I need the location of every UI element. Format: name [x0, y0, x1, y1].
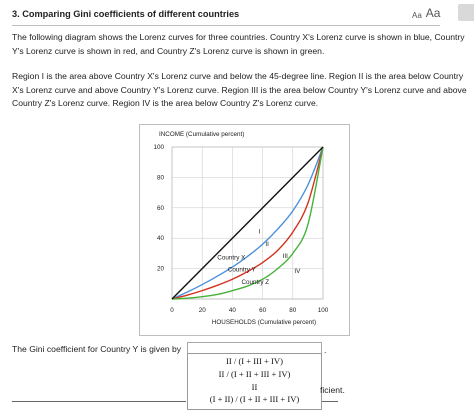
- country-z-curve: [171, 146, 324, 300]
- gini-option-3[interactable]: II: [251, 382, 258, 392]
- curve-label: Country Y: [228, 267, 257, 274]
- x-tick-label: 100: [318, 307, 329, 314]
- region-label: IV: [294, 268, 301, 275]
- regions-paragraph: Region I is the area above Country X's L…: [12, 71, 467, 109]
- country-x-curve: [171, 146, 324, 300]
- curve-label: Country Z: [241, 279, 269, 286]
- answer-blank-left[interactable]: [12, 401, 186, 402]
- side-tab[interactable]: [458, 4, 474, 21]
- answer-blank-right: [322, 401, 338, 402]
- font-decrease-button[interactable]: Aa: [412, 11, 422, 20]
- gini-option-1[interactable]: II / (I + III + IV): [226, 356, 283, 366]
- y-axis-label: INCOME (Cumulative percent): [159, 131, 244, 138]
- x-tick-label: 0: [170, 307, 174, 314]
- question-suffix: ficient.: [320, 385, 345, 395]
- curve-label: Country X: [217, 254, 246, 261]
- x-axis-label: HOUSEHOLDS (Cumulative percent): [212, 319, 316, 326]
- intro-paragraph: The following diagram shows the Lorenz c…: [12, 32, 465, 56]
- gini-options-list: II / (I + III + IV) II / (I + II + III +…: [187, 353, 322, 410]
- x-tick-label: 60: [259, 307, 267, 314]
- region-label: III: [283, 253, 288, 260]
- x-tick-label: 20: [199, 307, 207, 314]
- x-tick-label: 40: [229, 307, 237, 314]
- equality-line: [171, 146, 324, 300]
- lorenz-chart: INCOME (Cumulative percent) HOUSEHOLDS (…: [153, 131, 328, 326]
- chart-grid: [171, 146, 324, 300]
- font-size-controls: Aa Aa: [412, 6, 440, 20]
- lorenz-chart-panel: INCOME (Cumulative percent) HOUSEHOLDS (…: [139, 124, 350, 336]
- region-label: I: [259, 229, 261, 236]
- question-title: 3. Comparing Gini coefficients of differ…: [12, 9, 240, 19]
- chart-curves: [171, 146, 324, 300]
- region-label: II: [265, 241, 269, 248]
- y-tick-label: 20: [157, 266, 165, 273]
- y-tick-label: 40: [157, 235, 165, 242]
- question-period: .: [324, 345, 327, 355]
- title-divider: [12, 25, 440, 26]
- chart-tick-labels: 0 20 40 60 80 100 20 40 60 80 100: [153, 144, 328, 314]
- question-header: 3. Comparing Gini coefficients of differ…: [0, 0, 474, 26]
- gini-question-label: The Gini coefficient for Country Y is gi…: [12, 344, 182, 354]
- font-increase-button[interactable]: Aa: [425, 6, 441, 20]
- gini-option-2[interactable]: II / (I + II + III + IV): [218, 369, 291, 379]
- country-y-curve: [171, 146, 324, 300]
- y-tick-label: 80: [157, 174, 165, 181]
- y-tick-label: 100: [153, 144, 164, 151]
- y-tick-label: 60: [157, 205, 165, 212]
- gini-option-4[interactable]: (I + II) / (I + II + III + IV): [209, 394, 300, 404]
- x-tick-label: 80: [289, 307, 297, 314]
